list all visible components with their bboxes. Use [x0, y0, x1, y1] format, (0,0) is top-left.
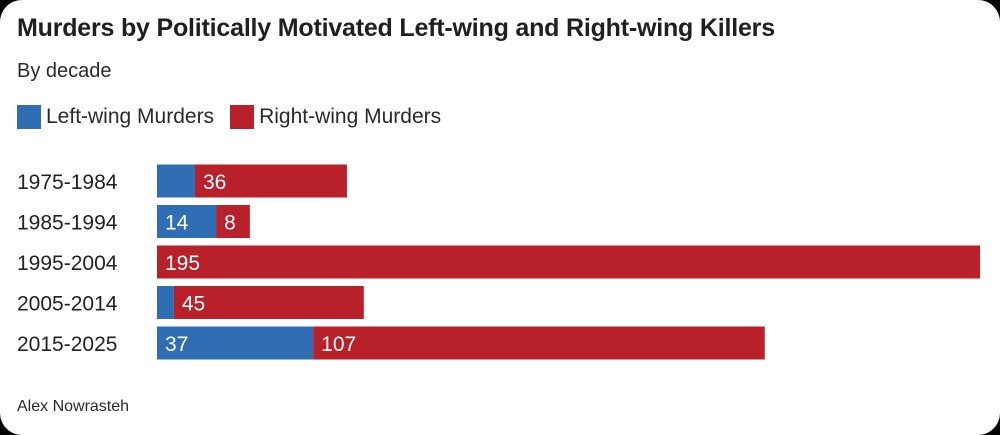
- y-tick-label: 2005-2014: [17, 293, 118, 316]
- bar-left-wing: [157, 286, 174, 319]
- bar-label-right-wing: 195: [165, 252, 200, 275]
- chart-title: Murders by Politically Motivated Left-wi…: [17, 14, 775, 42]
- source-credit: Alex Nowrasteh: [17, 398, 130, 415]
- bar-right-wing: [173, 286, 364, 319]
- bar-left-wing: [157, 205, 217, 238]
- bar-left-wing: [157, 326, 314, 360]
- y-tick-label: 1995-2004: [17, 252, 118, 275]
- y-tick-label: 1975-1984: [17, 171, 118, 194]
- bar-right-wing: [216, 205, 250, 238]
- legend-item-left: Left-wing Murders: [17, 105, 214, 129]
- legend-swatch-left: [17, 105, 41, 129]
- legend: Left-wing Murders Right-wing Murders: [17, 104, 457, 130]
- bar-left-wing: [157, 164, 195, 198]
- legend-label-left: Left-wing Murders: [46, 105, 215, 128]
- legend-label-right: Right-wing Murders: [259, 105, 442, 128]
- bar-right-wing: [194, 164, 347, 198]
- chart-subtitle: By decade: [17, 60, 112, 82]
- y-tick-label: 2015-2025: [17, 333, 117, 356]
- bar-right-wing: [313, 326, 765, 360]
- y-tick-label: 1985-1994: [17, 212, 118, 235]
- bar-label-right-wing: 36: [203, 171, 226, 194]
- bar-right-wing: [157, 245, 980, 279]
- bar-label-right-wing: 45: [182, 293, 205, 316]
- bar-label-right-wing: 8: [224, 212, 236, 235]
- legend-swatch-right: [230, 105, 255, 129]
- bar-label-right-wing: 107: [321, 333, 356, 356]
- legend-item-right: Right-wing Murders: [230, 105, 441, 129]
- bar-label-left-wing: 14: [165, 212, 189, 235]
- bar-label-left-wing: 37: [165, 333, 188, 356]
